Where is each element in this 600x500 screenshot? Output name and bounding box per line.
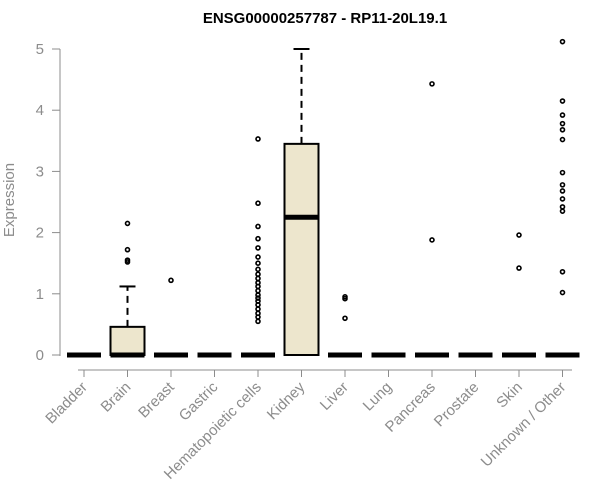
outlier-point bbox=[559, 126, 566, 133]
x-tick-label: Liver bbox=[317, 379, 352, 414]
outlier-point bbox=[255, 275, 261, 282]
outlier-point bbox=[559, 112, 566, 118]
y-tick-label: 5 bbox=[36, 41, 44, 58]
outlier-point bbox=[559, 196, 566, 202]
x-tick-label: Prostate bbox=[431, 379, 483, 431]
outlier-point bbox=[124, 257, 131, 263]
box-group bbox=[241, 136, 275, 358]
outlier-point bbox=[516, 232, 522, 238]
x-tick-label: Kidney bbox=[264, 378, 309, 423]
x-tick-label: Skin bbox=[493, 379, 526, 412]
outlier-point bbox=[559, 188, 566, 194]
x-tick-label: Breast bbox=[135, 378, 178, 421]
outlier-point bbox=[559, 136, 566, 143]
outlier-point bbox=[255, 292, 261, 298]
outlier-point bbox=[255, 245, 261, 251]
x-tick-label: Bladder bbox=[42, 379, 91, 428]
outlier-point bbox=[255, 287, 261, 294]
outlier-point bbox=[124, 220, 131, 227]
y-tick-label: 2 bbox=[36, 225, 44, 242]
outlier-point bbox=[255, 266, 261, 273]
y-ticks: 0 1 2 3 4 5 bbox=[36, 41, 60, 364]
outlier-point bbox=[559, 208, 566, 214]
box-group bbox=[502, 232, 536, 358]
y-tick-label: 1 bbox=[36, 286, 44, 303]
outlier-point bbox=[559, 38, 566, 45]
outlier-point bbox=[168, 277, 174, 284]
box bbox=[283, 142, 320, 356]
outlier-point bbox=[255, 295, 261, 301]
outlier-point bbox=[559, 268, 566, 275]
outlier-point bbox=[255, 254, 261, 260]
outlier-point bbox=[255, 271, 261, 278]
y-tick-label: 0 bbox=[36, 347, 44, 364]
outlier-point bbox=[429, 237, 435, 243]
outlier-point bbox=[516, 265, 522, 271]
box-group bbox=[109, 220, 146, 358]
y-tick-label: 4 bbox=[36, 102, 44, 119]
outlier-point bbox=[255, 306, 261, 312]
outlier-point bbox=[559, 120, 566, 127]
y-axis-label: Expression bbox=[1, 163, 18, 237]
boxes bbox=[67, 38, 580, 358]
box bbox=[109, 325, 146, 356]
outlier-point bbox=[255, 260, 261, 267]
x-tick-label: Brain bbox=[98, 379, 135, 416]
outlier-point bbox=[124, 246, 131, 253]
outlier-point bbox=[255, 310, 261, 317]
outlier-point bbox=[255, 235, 261, 242]
box-group bbox=[545, 38, 580, 358]
outlier-point bbox=[559, 98, 566, 104]
outlier-point bbox=[342, 294, 348, 300]
outlier-point bbox=[559, 182, 566, 188]
outlier-point bbox=[255, 200, 261, 207]
outlier-point bbox=[255, 223, 261, 230]
outlier-point bbox=[255, 136, 261, 142]
outlier-point bbox=[559, 204, 566, 210]
box-group bbox=[328, 294, 362, 358]
outlier-point bbox=[255, 279, 261, 286]
outlier-point bbox=[429, 81, 435, 87]
outlier-point bbox=[342, 315, 348, 322]
outlier-point bbox=[559, 289, 566, 296]
box-group bbox=[283, 48, 320, 356]
box-group bbox=[415, 81, 449, 358]
outlier-point bbox=[255, 298, 261, 304]
chart-title: ENSG00000257787 - RP11-20L19.1 bbox=[203, 10, 447, 27]
box-group bbox=[154, 277, 188, 358]
outlier-point bbox=[255, 318, 261, 325]
x-tick-label: Lung bbox=[360, 379, 396, 415]
y-tick-label: 3 bbox=[36, 163, 44, 180]
outlier-point bbox=[559, 169, 566, 176]
